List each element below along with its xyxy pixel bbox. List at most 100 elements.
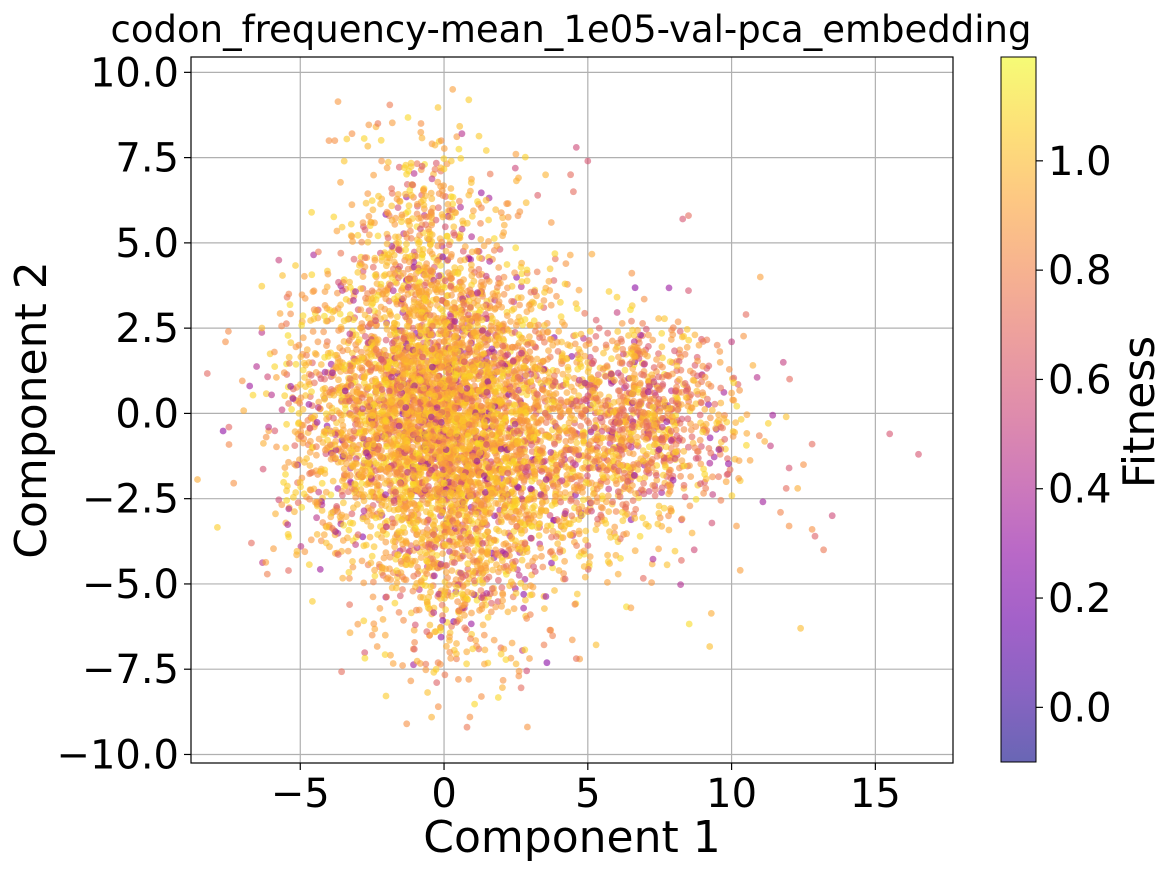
data-point xyxy=(389,367,397,375)
data-point xyxy=(297,543,305,550)
data-point xyxy=(402,246,410,254)
data-point xyxy=(382,398,389,405)
data-point xyxy=(555,327,563,335)
data-point xyxy=(404,468,411,476)
data-point xyxy=(508,297,515,305)
data-point xyxy=(460,276,467,283)
data-point xyxy=(485,480,492,488)
data-point xyxy=(642,520,650,528)
data-point xyxy=(282,471,289,478)
data-point xyxy=(341,387,349,395)
data-point xyxy=(435,353,443,360)
data-point xyxy=(452,430,460,437)
data-point xyxy=(370,543,378,551)
data-point xyxy=(513,522,521,530)
data-point xyxy=(442,390,449,398)
data-point xyxy=(399,365,407,373)
data-point xyxy=(400,524,407,532)
data-point xyxy=(301,272,308,280)
data-point xyxy=(457,155,465,162)
data-point xyxy=(441,400,449,408)
data-point xyxy=(561,423,568,431)
data-point xyxy=(340,499,347,507)
data-point xyxy=(270,545,277,553)
data-point xyxy=(321,395,328,403)
data-point xyxy=(490,235,498,242)
data-point xyxy=(450,299,458,306)
data-point xyxy=(488,345,496,353)
data-point xyxy=(478,381,486,389)
data-point xyxy=(347,220,355,228)
data-point xyxy=(376,605,384,612)
data-point xyxy=(435,272,443,280)
data-point xyxy=(480,418,488,425)
data-point xyxy=(314,338,322,346)
data-point xyxy=(400,306,407,313)
data-point xyxy=(551,587,558,594)
data-point xyxy=(460,331,467,339)
data-point xyxy=(575,527,583,535)
data-point xyxy=(440,442,447,450)
data-point xyxy=(484,378,492,385)
data-point xyxy=(423,508,430,516)
data-point xyxy=(547,449,555,456)
data-point xyxy=(485,401,493,409)
data-point xyxy=(521,583,529,591)
data-point xyxy=(577,422,585,430)
data-point xyxy=(523,277,531,285)
data-point xyxy=(336,310,344,318)
data-point xyxy=(403,458,411,466)
data-point xyxy=(554,540,562,547)
data-point xyxy=(530,512,538,519)
data-point xyxy=(384,464,392,472)
data-point xyxy=(439,550,447,557)
data-point xyxy=(364,238,372,246)
data-point xyxy=(517,317,525,325)
data-point xyxy=(383,593,390,601)
data-point xyxy=(546,265,554,273)
data-point xyxy=(604,558,612,565)
data-point xyxy=(522,409,530,417)
data-point xyxy=(386,565,393,573)
data-point xyxy=(292,360,300,368)
data-point xyxy=(409,443,416,451)
data-point xyxy=(499,366,507,373)
data-point xyxy=(358,557,366,565)
data-point xyxy=(371,572,379,580)
data-point xyxy=(284,332,292,339)
data-point xyxy=(548,533,555,541)
data-point xyxy=(518,556,526,564)
data-point xyxy=(376,348,383,356)
data-point xyxy=(430,572,438,580)
data-point xyxy=(339,537,347,544)
data-point xyxy=(487,322,495,330)
data-point xyxy=(386,387,393,395)
data-point xyxy=(308,208,315,216)
data-point xyxy=(287,310,294,318)
data-point xyxy=(546,413,554,421)
data-point xyxy=(471,367,479,375)
data-point xyxy=(401,410,409,418)
data-point xyxy=(545,277,553,285)
data-point xyxy=(614,570,622,578)
data-point xyxy=(446,548,453,555)
data-point xyxy=(523,308,531,316)
data-point xyxy=(403,381,411,389)
data-point xyxy=(382,549,390,557)
data-point xyxy=(471,501,478,509)
data-point xyxy=(361,417,369,425)
data-point xyxy=(623,530,630,538)
data-point xyxy=(553,292,560,300)
data-point xyxy=(521,540,529,548)
data-point xyxy=(566,531,574,539)
data-point xyxy=(425,483,432,490)
data-point xyxy=(329,308,337,316)
data-point xyxy=(582,459,590,466)
data-point xyxy=(452,345,459,353)
data-point xyxy=(402,503,410,511)
data-point xyxy=(507,444,514,452)
data-point xyxy=(422,582,429,589)
data-point xyxy=(324,353,332,360)
data-point xyxy=(388,399,396,406)
data-point xyxy=(511,343,519,351)
